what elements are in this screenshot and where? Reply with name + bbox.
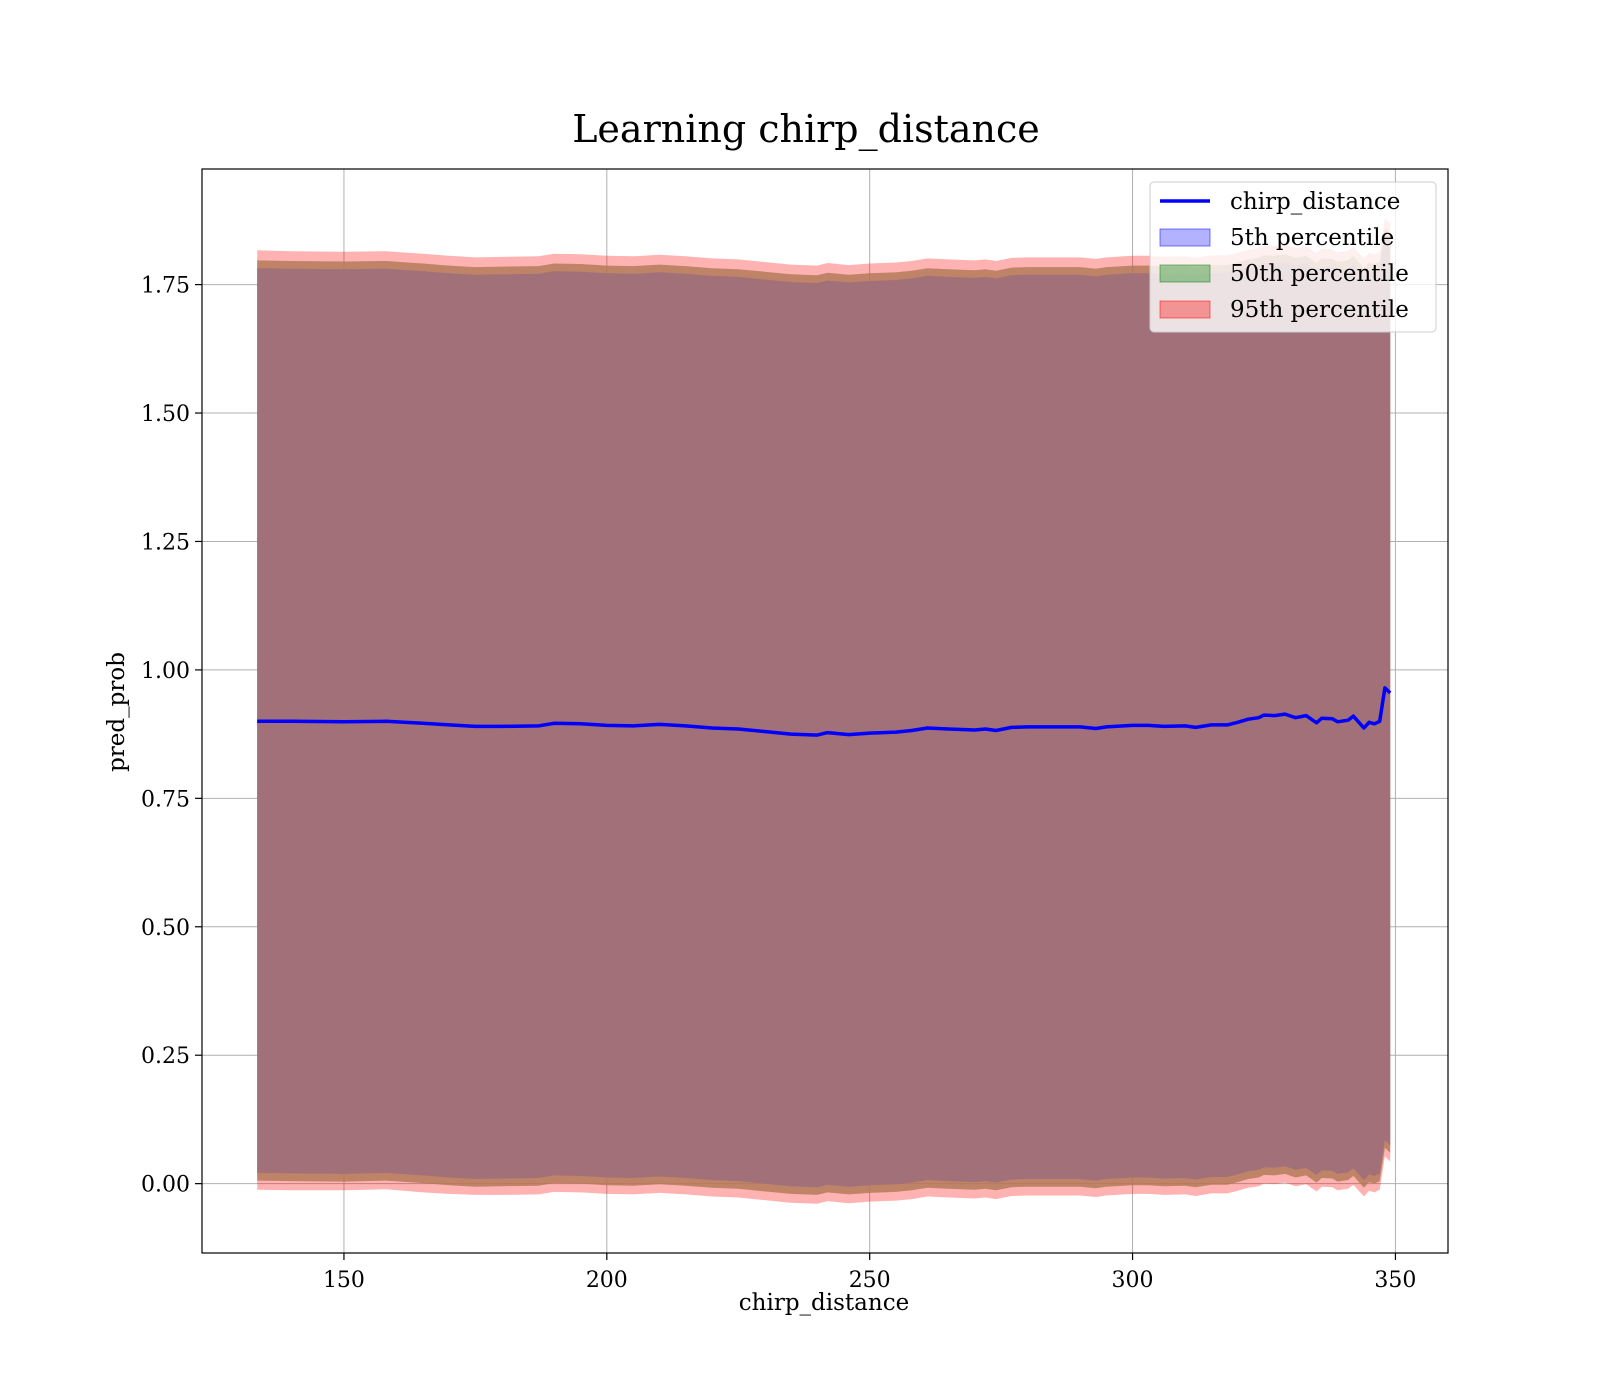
y-axis-title: pred_prob [104, 652, 130, 772]
legend-swatch-50th [1159, 264, 1211, 283]
y-tick-label: 0.00 [141, 1173, 190, 1198]
series-line-chirp_distance [257, 686, 1392, 737]
series-lines [257, 686, 1392, 737]
y-tick-label: 0.25 [141, 1044, 190, 1069]
legend-swatch-5th [1159, 228, 1211, 247]
legend-swatch-95th [1159, 300, 1211, 319]
y-tick-label: 1.75 [141, 274, 190, 299]
axis-ticks: 150 200 250 300 350 0.00 0.25 0.50 0.75 1.00 1.25 1… [141, 274, 1416, 1293]
percentile-bands [257, 218, 1391, 1204]
y-tick-label: 1.25 [141, 530, 190, 555]
plot-frame [201, 168, 1449, 1254]
legend: chirp_distance 5th percentile 50th perce… [1149, 181, 1437, 333]
y-tick-label: 0.75 [141, 787, 190, 812]
legend-label-50th: 50th percentile [1230, 261, 1409, 287]
legend-label-95th: 95th percentile [1230, 297, 1409, 323]
x-tick-label: 200 [586, 1268, 628, 1293]
band-5th-percentile [257, 235, 1391, 1188]
x-tick-label: 250 [849, 1268, 891, 1293]
chart-title: Learning chirp_distance [572, 107, 1040, 152]
x-tick-label: 350 [1374, 1268, 1416, 1293]
legend-label-5th: 5th percentile [1230, 225, 1394, 251]
x-tick-label: 300 [1112, 1268, 1154, 1293]
y-tick-label: 0.50 [141, 916, 190, 941]
legend-box [1149, 181, 1437, 333]
y-tick-label: 1.50 [141, 402, 190, 427]
x-axis-title: chirp_distance [739, 1290, 909, 1316]
legend-label-line: chirp_distance [1230, 189, 1400, 215]
plot-area: 150 200 250 300 350 0.00 0.25 0.50 0.75 1.00 1.25 1… [141, 168, 1449, 1293]
x-tick-label: 150 [323, 1268, 365, 1293]
y-tick-label: 1.00 [141, 659, 190, 684]
